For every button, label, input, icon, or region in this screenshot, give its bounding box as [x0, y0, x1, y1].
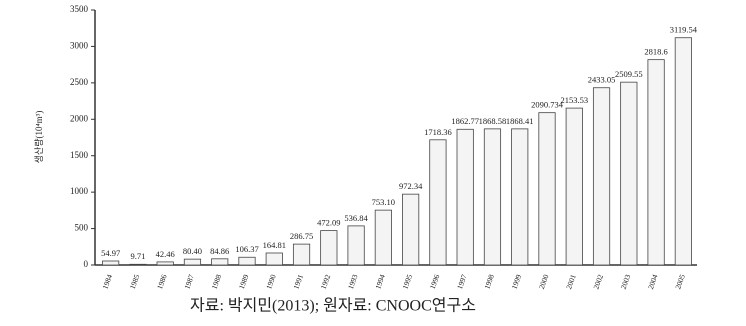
x-tick-label: 1998	[482, 273, 496, 290]
bar	[156, 261, 174, 266]
y-axis-label: 생산량(10⁴m³)	[33, 111, 44, 164]
x-tick-label: 1985	[128, 273, 142, 290]
x-tick-label: 1992	[319, 273, 333, 290]
x-tick-label: 1991	[291, 273, 305, 290]
y-tick-label: 2500	[70, 77, 89, 87]
bar	[320, 230, 338, 266]
x-tick-label: 1997	[455, 273, 469, 290]
x-tick-label: 2000	[537, 273, 551, 290]
y-tick-label: 2000	[70, 113, 89, 123]
x-tick-label: 1984	[101, 273, 115, 290]
x-tick-label: 1986	[155, 273, 169, 290]
x-tick-label: 2001	[564, 273, 578, 290]
x-tick-label: 1993	[346, 273, 360, 290]
value-label: 2818.6	[644, 47, 667, 57]
bar	[265, 252, 283, 266]
y-tick-label: 3000	[70, 40, 89, 50]
bar	[674, 37, 692, 266]
bar	[402, 193, 420, 266]
x-tick-label: 1988	[210, 273, 224, 290]
value-label: 2509.55	[615, 69, 643, 79]
x-tick-label: 1995	[401, 273, 415, 290]
bar	[429, 139, 447, 266]
value-label: 286.75	[290, 231, 313, 241]
value-label: 472.09	[317, 218, 340, 228]
y-tick-label: 1500	[70, 150, 89, 160]
bar	[456, 128, 474, 266]
value-label: 1862.77	[451, 116, 479, 126]
x-tick-label: 1989	[237, 273, 251, 290]
bar	[511, 128, 529, 266]
bar	[592, 87, 611, 266]
value-label: 2090.734	[531, 100, 564, 110]
value-label: 80.40	[183, 246, 202, 256]
bar	[565, 107, 583, 266]
value-label: 84.86	[210, 246, 229, 256]
bar	[538, 112, 556, 266]
value-label: 106.37	[235, 244, 258, 254]
value-label: 1868.41	[506, 116, 534, 126]
bar	[292, 243, 311, 266]
bar	[238, 256, 256, 266]
x-tick-label: 1994	[373, 273, 387, 290]
bar	[647, 59, 665, 266]
bar	[102, 260, 120, 266]
x-tick-label: 2002	[591, 273, 605, 290]
y-tick-label: 0	[84, 259, 89, 269]
value-label: 164.81	[263, 240, 286, 250]
bar	[347, 225, 365, 266]
x-tick-label: 1996	[428, 273, 442, 290]
bar	[374, 209, 392, 266]
value-label: 42.46	[156, 249, 175, 259]
x-tick-label: 2003	[619, 273, 633, 290]
x-tick-label: 2005	[673, 273, 687, 290]
source-note: 자료: 박지민(2013); 원자료: CNOOC연구소	[190, 297, 476, 315]
bar	[483, 128, 502, 266]
y-tick-label: 500	[75, 223, 89, 233]
x-tick-label: 1999	[510, 273, 524, 290]
x-tick-label: 1987	[182, 273, 196, 290]
value-label: 536.84	[344, 213, 368, 223]
y-tick-label: 1000	[70, 186, 89, 196]
value-label: 972.34	[399, 181, 423, 191]
y-tick-label: 3500	[70, 4, 89, 14]
bar	[211, 258, 229, 266]
bar	[183, 258, 202, 266]
bar	[620, 81, 638, 266]
x-tick-label: 2004	[646, 273, 660, 290]
value-label: 753.10	[372, 197, 395, 207]
value-label: 54.97	[101, 248, 120, 258]
value-label: 9.71	[130, 251, 145, 261]
value-label: 2153.53	[560, 95, 588, 105]
value-label: 1718.36	[424, 127, 452, 137]
x-tick-label: 1990	[264, 273, 278, 290]
value-label: 1868.58	[479, 116, 507, 126]
value-label: 2433.05	[588, 75, 616, 85]
bar	[129, 263, 147, 266]
value-label: 3119.54	[670, 25, 698, 35]
